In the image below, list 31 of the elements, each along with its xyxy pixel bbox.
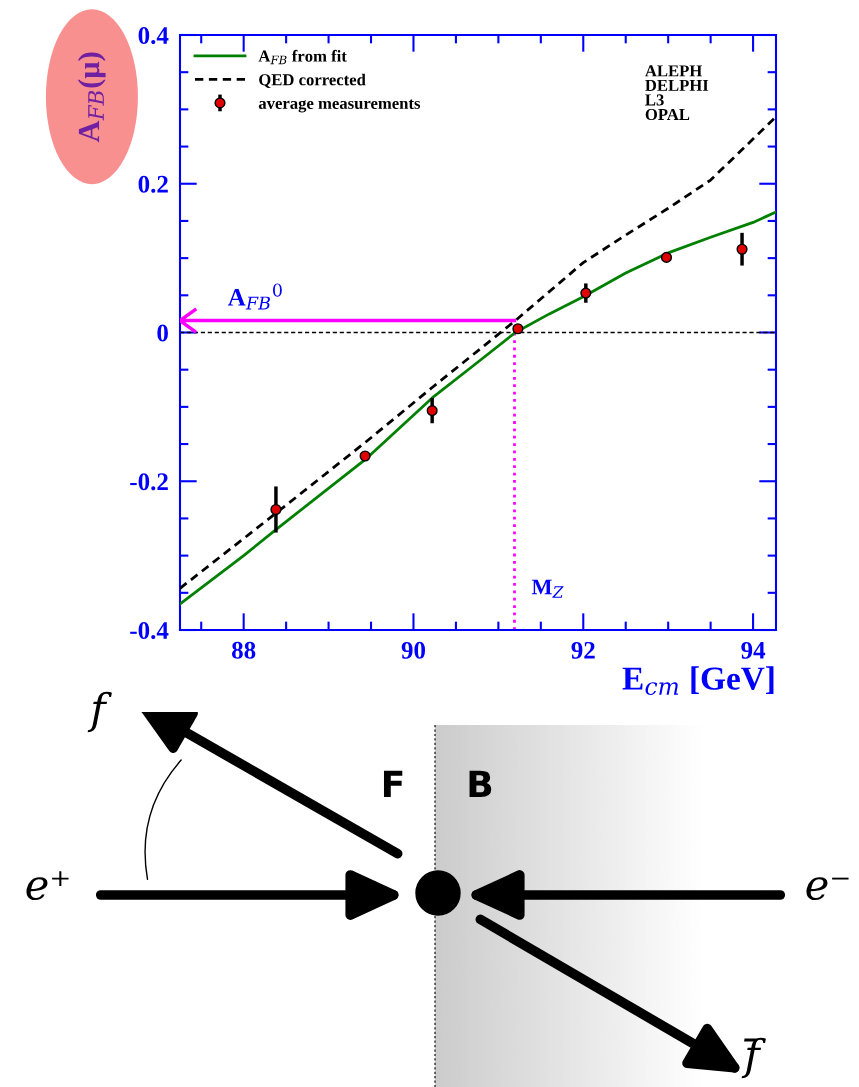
y-tick-label: 0.2: [138, 175, 168, 193]
line-series: [180, 210, 776, 606]
point: [736, 243, 748, 255]
point: [580, 287, 592, 299]
legend-label: average measurements: [258, 99, 421, 113]
text: F: [383, 770, 403, 797]
y-tick-label: -0.4: [130, 622, 169, 640]
ref-line-label: M$_{Z}$: [531, 579, 564, 598]
point: [512, 323, 524, 335]
ref-line-label: A$_{FB}$$^{0}$: [227, 283, 282, 310]
legend-label: A$_{FB}$ from fit: [258, 49, 347, 65]
text: f̄: [741, 1037, 766, 1079]
annotation: ALEPH DELPHI L3 OPAL: [645, 65, 709, 121]
y-tick-label: 0: [157, 324, 168, 342]
point: [426, 405, 438, 417]
point: [270, 503, 282, 516]
text: e⁺: [26, 871, 69, 901]
x-axis-title: E$_{cm}$ [GeV]: [622, 666, 774, 696]
y-axis-title: A$_{FB}$(μ): [77, 52, 106, 143]
y-tick-label: -0.2: [130, 473, 168, 491]
legend-label: QED corrected: [259, 73, 366, 88]
y-tick-label: 0.4: [138, 27, 169, 45]
point: [359, 450, 371, 462]
x-tick-label: 88: [232, 641, 256, 659]
x-tick-label: 92: [571, 641, 595, 659]
x-tick-label: 94: [741, 641, 766, 659]
text: e⁻: [806, 877, 849, 901]
text: f: [87, 691, 112, 733]
x-tick-label: 90: [401, 641, 426, 659]
point: [660, 251, 673, 263]
text: B: [469, 770, 492, 797]
